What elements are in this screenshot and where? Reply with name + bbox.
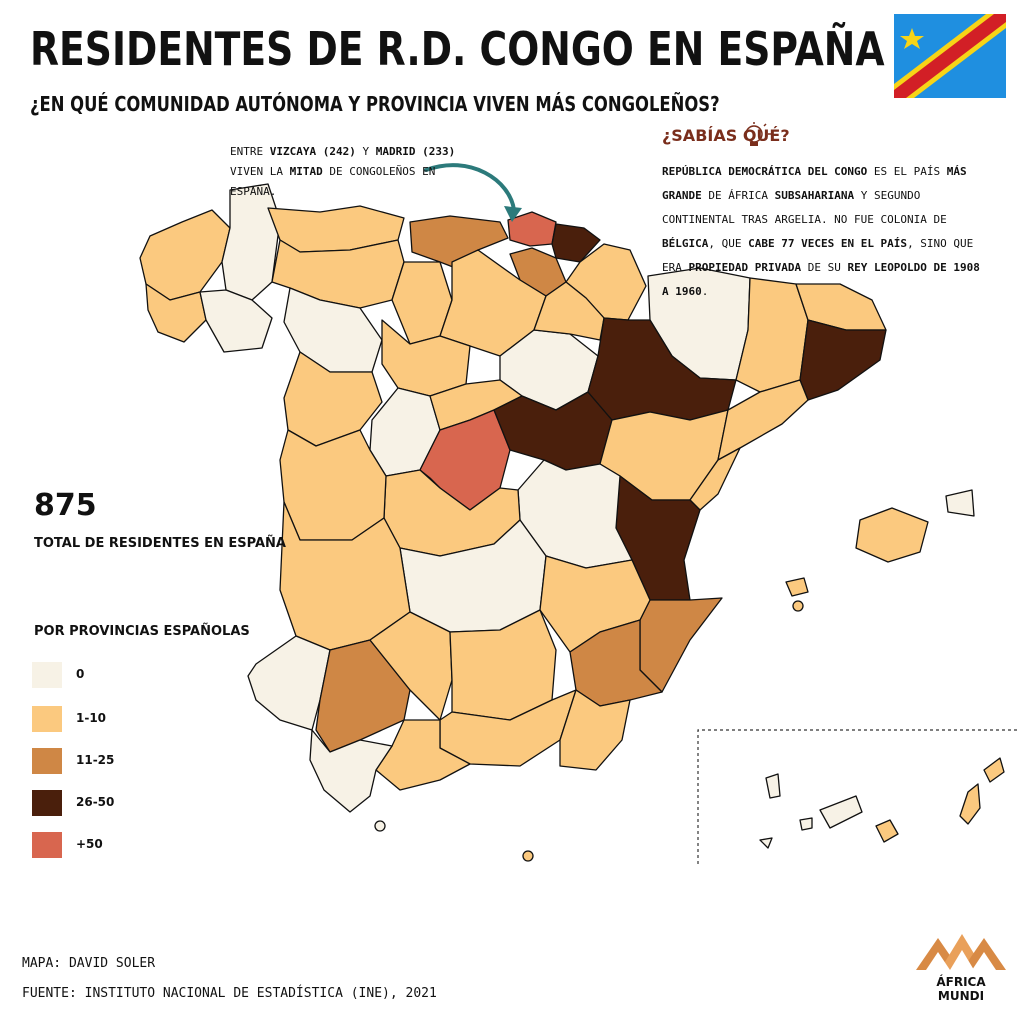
logo-line-1: ÁFRICA (936, 975, 986, 989)
province-a-coruna (139, 209, 231, 301)
province-pontevedra (145, 283, 207, 343)
did-you-know-text: REPÚBLICA DEMOCRÁTICA DEL CONGO ES EL PA… (662, 165, 980, 298)
canary-inset-frame (697, 729, 1018, 864)
province-alicante (639, 597, 723, 693)
legend-label: 0 (76, 667, 85, 681)
callout-arrow (424, 163, 516, 212)
province-cadiz (309, 729, 393, 813)
island-ibiza (785, 577, 809, 597)
province-ourense (199, 289, 273, 353)
legend-swatch (32, 748, 62, 774)
city-melilla (522, 850, 534, 862)
total-label: TOTAL DE RESIDENTES EN ESPAÑA (34, 536, 286, 551)
province-almeria (559, 689, 631, 771)
legend-swatch (32, 790, 62, 816)
mountains-icon (916, 934, 1006, 970)
africa-mundi-logo: ÁFRICA MUNDI (916, 930, 1006, 1020)
legend-label: 11-25 (76, 753, 115, 767)
total-number: 875 (34, 488, 97, 523)
island-menorca (945, 489, 975, 517)
island-fuerteventura (959, 783, 981, 825)
arrow-head-icon (504, 206, 522, 222)
legend-label: 26-50 (76, 795, 115, 809)
legend-label: 1-10 (76, 711, 107, 725)
city-ceuta (374, 820, 386, 832)
island-gran-canaria (875, 819, 899, 843)
island-formentera (792, 600, 804, 612)
island-mallorca (855, 507, 929, 563)
map-credit: MAPA: DAVID SOLER (22, 956, 156, 971)
legend-swatch (32, 832, 62, 858)
island-el-hierro (759, 837, 773, 849)
island-la-gomera (799, 817, 813, 831)
page-subtitle: ¿EN QUÉ COMUNIDAD AUTÓNOMA Y PROVINCIA V… (30, 92, 720, 116)
province-barcelona (799, 319, 887, 401)
island-tenerife (819, 795, 863, 829)
legend-swatch (32, 662, 62, 688)
island-lanzarote (983, 757, 1005, 783)
island-la-palma (765, 773, 781, 799)
legend-title: POR PROVINCIAS ESPAÑOLAS (34, 624, 250, 639)
source-credit: FUENTE: INSTITUTO NACIONAL DE ESTADÍSTIC… (22, 986, 437, 1001)
page-title: RESIDENTES DE R.D. CONGO EN ESPAÑA (30, 22, 885, 76)
lightbulb-icon (745, 122, 771, 146)
logo-line-2: MUNDI (937, 989, 985, 1003)
callout-text: ENTRE VIZCAYA (242) Y MADRID (233) VIVEN… (230, 145, 456, 198)
legend-swatch (32, 706, 62, 732)
legend-label: +50 (76, 837, 103, 851)
drc-flag-icon (894, 14, 1006, 98)
